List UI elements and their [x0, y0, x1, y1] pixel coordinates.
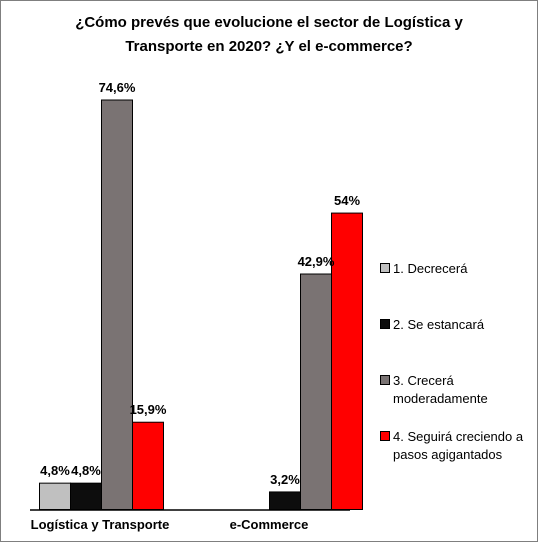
legend-label: 2. Se estancará [393, 317, 485, 332]
data-label: 4,8% [40, 463, 70, 478]
legend: 1. Decrecerá 2. Se estancará 3. Crecerá mod… [380, 261, 524, 462]
legend-swatch [380, 431, 390, 441]
legend-label: 4. Seguirá creciendo a [393, 429, 524, 444]
legend-label: 3. Crecerá [393, 373, 454, 388]
bar [70, 482, 102, 511]
bar [269, 491, 301, 511]
category-label: Logística y Transporte [31, 517, 170, 532]
bars [39, 99, 363, 511]
data-label: 3,2% [270, 472, 300, 487]
legend-label: 1. Decrecerá [393, 261, 468, 276]
data-labels: 4,8% 4,8% 74,6% 15,9% 3,2% 42,9% 54% [40, 80, 360, 487]
legend-label: moderadamente [393, 391, 488, 406]
chart-title-line: ¿Cómo prevés que evolucione el sector de… [75, 14, 463, 31]
category-label: e-Commerce [230, 517, 309, 532]
data-label: 74,6% [99, 80, 136, 95]
data-label: 54% [334, 193, 360, 208]
chart-title: ¿Cómo prevés que evolucione el sector de… [75, 14, 463, 55]
bar [39, 482, 71, 511]
bar [132, 421, 164, 511]
legend-swatch [380, 263, 390, 273]
legend-swatch [380, 375, 390, 385]
data-label: 4,8% [71, 463, 101, 478]
chart-title-line: Transporte en 2020? ¿Y el e-commerce? [125, 38, 412, 55]
data-label: 42,9% [298, 254, 335, 269]
legend-label: pasos agigantados [393, 447, 503, 462]
bar [331, 212, 363, 510]
bar [101, 99, 133, 510]
category-labels: Logística y Transporte e-Commerce [31, 517, 309, 532]
legend-swatch [380, 319, 390, 329]
bar [300, 273, 332, 510]
data-label: 15,9% [130, 402, 167, 417]
